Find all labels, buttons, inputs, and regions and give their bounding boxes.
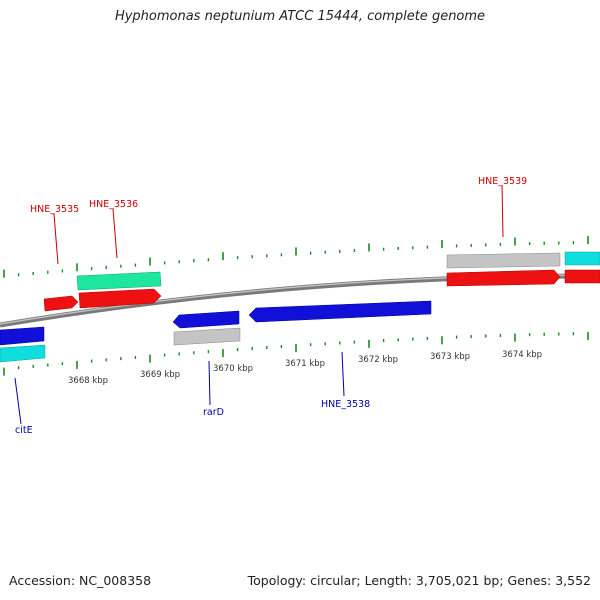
gene-block-cyan[interactable]	[564, 251, 600, 266]
kbp-label: 3672 kbp	[358, 355, 398, 365]
gene-arrow-red[interactable]	[78, 288, 162, 309]
gene-arrow-red[interactable]	[446, 269, 561, 287]
kbp-label: 3673 kbp	[430, 352, 470, 362]
kbp-label: 3669 kbp	[140, 370, 180, 380]
accession-text: Accession: NC_008358	[9, 573, 152, 588]
kbp-label: 3671 kbp	[285, 359, 325, 369]
gene-block-spring-green[interactable]	[76, 271, 162, 291]
reverse-gene-labels: citE rarD HNE_3538	[14, 351, 370, 436]
lower-tick-track	[3, 332, 589, 376]
gene-track-reverse	[0, 300, 432, 363]
gene-block-gray[interactable]	[446, 252, 561, 269]
map-title: Hyphomonas neptunium ATCC 15444, complet…	[114, 9, 486, 24]
gene-arrow-blue[interactable]	[172, 310, 240, 329]
kbp-label: 3670 kbp	[213, 364, 253, 374]
gene-arrow-red[interactable]	[43, 295, 79, 312]
gene-track-forward	[43, 251, 600, 312]
gene-label-citE[interactable]: citE	[15, 425, 33, 436]
genome-stats-text: Topology: circular; Length: 3,705,021 bp…	[247, 573, 591, 588]
forward-gene-labels: HNE_3535 HNE_3536 HNE_3539	[30, 176, 527, 265]
gene-label-HNE_3535[interactable]: HNE_3535	[30, 204, 79, 215]
gene-block-gray[interactable]	[173, 327, 241, 346]
gene-block-cyan[interactable]	[0, 344, 46, 363]
kbp-scale: 3668 kbp 3669 kbp 3670 kbp 3671 kbp 3672…	[68, 350, 542, 386]
gene-block-red[interactable]	[564, 269, 600, 284]
gene-label-HNE_3536[interactable]: HNE_3536	[89, 199, 138, 210]
gene-label-rarD[interactable]: rarD	[203, 407, 224, 418]
gene-arrow-blue[interactable]	[248, 300, 432, 323]
gene-label-HNE_3538[interactable]: HNE_3538	[321, 399, 370, 410]
upper-tick-track	[3, 236, 589, 278]
kbp-label: 3674 kbp	[502, 350, 542, 360]
kbp-label: 3668 kbp	[68, 376, 108, 386]
gene-block-blue[interactable]	[0, 326, 45, 346]
gene-label-HNE_3539[interactable]: HNE_3539	[478, 176, 527, 187]
